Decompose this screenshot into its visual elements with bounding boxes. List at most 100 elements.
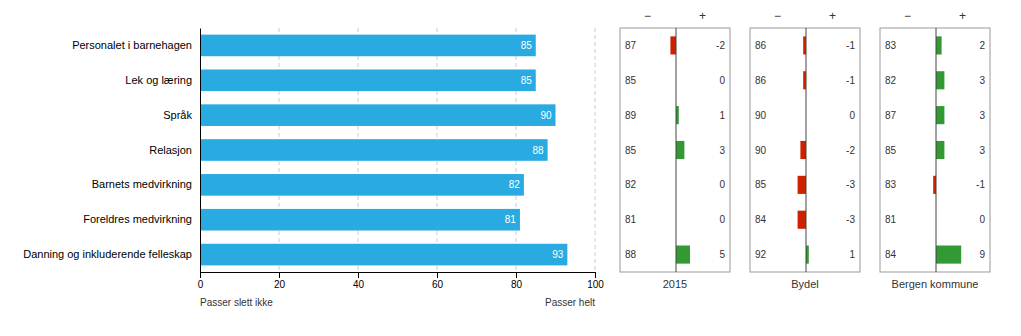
score-label: 89 bbox=[625, 110, 637, 121]
x-tick-mark bbox=[279, 272, 280, 278]
x-tick: 100 bbox=[587, 272, 604, 290]
score-label: 90 bbox=[755, 110, 767, 121]
panel-frame bbox=[880, 28, 990, 272]
data-label: 85 bbox=[521, 75, 533, 86]
bars bbox=[200, 35, 567, 266]
score-label: 82 bbox=[625, 179, 637, 190]
diff-bar bbox=[676, 141, 684, 159]
diff-label: 1 bbox=[849, 249, 855, 260]
diff-label: 0 bbox=[849, 110, 855, 121]
diff-bar bbox=[936, 106, 944, 124]
x-tick: 40 bbox=[353, 272, 365, 290]
annotation: + bbox=[699, 9, 706, 23]
data-label: 81 bbox=[505, 214, 517, 225]
score-label: 85 bbox=[755, 179, 767, 190]
score-label: 82 bbox=[885, 75, 897, 86]
x-tick-mark bbox=[595, 272, 596, 278]
score-label: 81 bbox=[885, 214, 897, 225]
panel-frame bbox=[750, 28, 860, 272]
y-axis: Personalet i barnehagen Lek og læring Språ… bbox=[23, 29, 200, 273]
diff-label: 3 bbox=[979, 145, 985, 156]
annotation: + bbox=[829, 9, 836, 23]
category-label: Språk bbox=[163, 109, 192, 121]
annotation: − bbox=[774, 9, 781, 23]
bar bbox=[200, 104, 556, 126]
diff-panel: 86869090858492-1-10-2-3-31−+Bydel bbox=[750, 9, 860, 290]
category-label: Personalet i barnehagen bbox=[72, 39, 192, 51]
y-tick: Danning og inkluderende felleskap bbox=[23, 248, 200, 260]
x-tick-mark bbox=[516, 272, 517, 278]
section-label: Bydel bbox=[791, 278, 819, 290]
diff-bar bbox=[798, 176, 806, 194]
diff-label: 2 bbox=[979, 40, 985, 51]
bars bbox=[798, 36, 809, 263]
score-label: 85 bbox=[625, 145, 637, 156]
score-label: 83 bbox=[885, 40, 897, 51]
diff-label: 3 bbox=[979, 75, 985, 86]
bars bbox=[670, 36, 690, 263]
grid-line bbox=[595, 28, 596, 272]
bar bbox=[200, 35, 536, 57]
x-tick-label: 60 bbox=[432, 279, 444, 290]
diff-bar bbox=[936, 71, 944, 89]
score-label: 88 bbox=[625, 249, 637, 260]
score-label: 90 bbox=[755, 145, 767, 156]
data-label: 82 bbox=[509, 179, 521, 190]
y-tick: Relasjon bbox=[149, 144, 200, 156]
bar bbox=[200, 139, 548, 161]
y-tick: Foreldres medvirkning bbox=[83, 213, 200, 225]
x-tick-mark bbox=[358, 272, 359, 278]
bar bbox=[200, 209, 520, 231]
score-label: 84 bbox=[885, 249, 897, 260]
diff-label: 5 bbox=[719, 249, 725, 260]
x-axis-line bbox=[201, 273, 596, 279]
score-label: 85 bbox=[625, 75, 637, 86]
zero-line bbox=[676, 28, 677, 272]
data-label: 85 bbox=[521, 40, 533, 51]
x-tick: 80 bbox=[511, 272, 523, 290]
bars bbox=[933, 36, 961, 263]
diff-label: -2 bbox=[716, 40, 725, 51]
x-tick: 60 bbox=[432, 272, 444, 290]
category-label: Barnets medvirkning bbox=[92, 178, 192, 190]
x-axis: 0 20 40 60 80 100 bbox=[198, 272, 605, 290]
diff-bar bbox=[798, 211, 806, 229]
score-label: 81 bbox=[625, 214, 637, 225]
annotation: Passer helt bbox=[545, 297, 595, 308]
section-label: 2015 bbox=[663, 278, 687, 290]
x-tick-label: 80 bbox=[511, 279, 523, 290]
data-label: 93 bbox=[552, 249, 564, 260]
y-axis-line bbox=[200, 29, 201, 273]
panel-frame bbox=[620, 28, 730, 272]
diff-bar bbox=[670, 36, 676, 54]
diff-label: 3 bbox=[719, 145, 725, 156]
chart: 85859088828193020406080100Personalet i b… bbox=[0, 0, 1021, 336]
diff-label: -1 bbox=[846, 75, 855, 86]
x-tick: 20 bbox=[274, 272, 286, 290]
data-label: 90 bbox=[540, 110, 552, 121]
diff-label: 0 bbox=[719, 75, 725, 86]
diff-label: 0 bbox=[979, 214, 985, 225]
zero-line bbox=[806, 28, 807, 272]
category-label: Lek og læring bbox=[125, 74, 192, 86]
x-tick-mark bbox=[200, 272, 201, 278]
score-label: 86 bbox=[755, 75, 767, 86]
diff-label: 0 bbox=[719, 179, 725, 190]
x-tick-label: 40 bbox=[353, 279, 365, 290]
score-label: 85 bbox=[885, 145, 897, 156]
diff-label: -3 bbox=[846, 214, 855, 225]
diff-bar bbox=[800, 141, 806, 159]
category-label: Foreldres medvirkning bbox=[83, 213, 192, 225]
x-tick: 0 bbox=[198, 272, 204, 290]
bar bbox=[200, 69, 536, 91]
section-label: Bergen kommune bbox=[892, 278, 979, 290]
score-label: 87 bbox=[625, 40, 637, 51]
x-tick-label: 0 bbox=[198, 279, 204, 290]
diff-label: -2 bbox=[846, 145, 855, 156]
diff-bar bbox=[936, 246, 961, 264]
y-tick: Språk bbox=[163, 109, 200, 121]
diff-panel: 87858985828188-2013005−+2015 bbox=[620, 9, 730, 290]
diff-label: -1 bbox=[846, 40, 855, 51]
data-labels: 85 85 90 88 82 81 93 bbox=[505, 40, 564, 260]
data-label: 88 bbox=[532, 145, 544, 156]
